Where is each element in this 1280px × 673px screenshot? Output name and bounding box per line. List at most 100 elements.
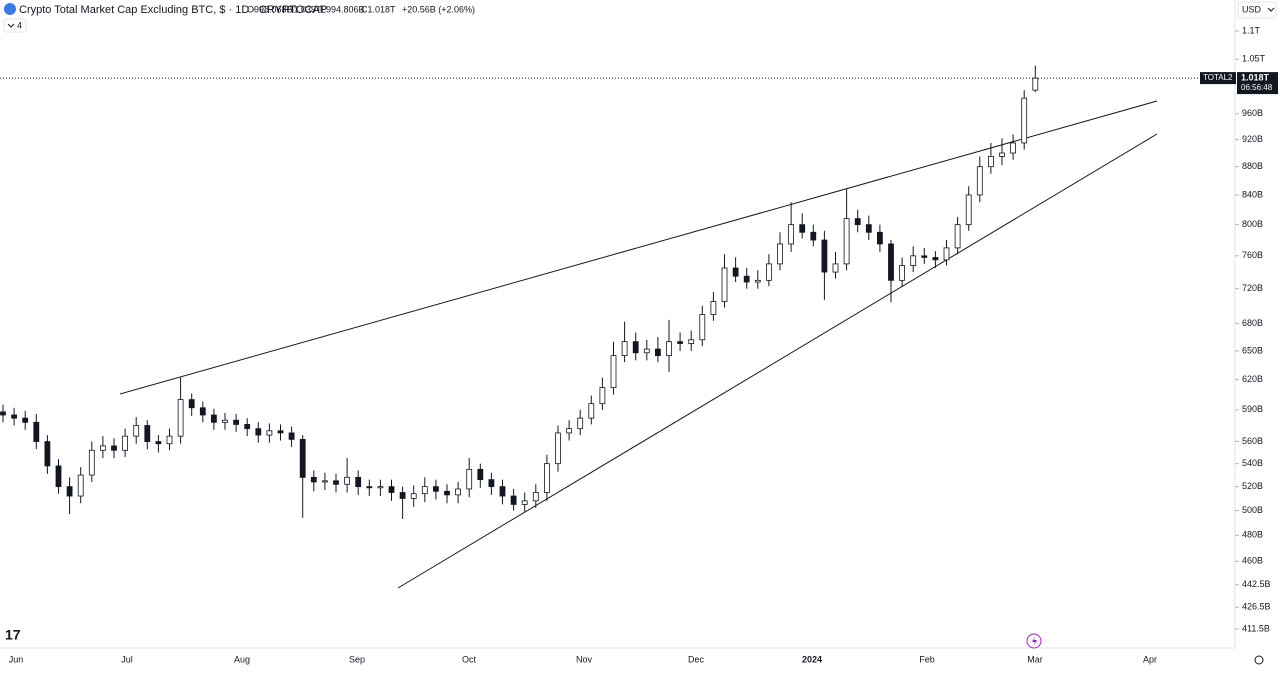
candle-body [588, 403, 595, 419]
price-label: 1.018T [1241, 72, 1270, 82]
candle-body [321, 480, 328, 483]
y-tick-label: 411.5B [1242, 623, 1270, 633]
candle-body [566, 428, 572, 434]
ohlc-value: +20.56B (+2.06%) [402, 4, 475, 14]
candle-body [155, 441, 162, 445]
candle-body [754, 279, 761, 283]
price-tag [1237, 72, 1278, 95]
lightning [1032, 636, 1037, 646]
y-tick-label: 540B [1242, 458, 1263, 468]
candle-body [366, 486, 373, 489]
currency: USD [1242, 4, 1262, 14]
candle-body [821, 239, 828, 273]
ohlc-value: C1.018T [361, 4, 396, 14]
candle-body [932, 257, 939, 261]
candle-body [133, 425, 140, 437]
candle-body [555, 432, 561, 465]
candle-body [688, 339, 695, 344]
y-tick-label: 650B [1242, 345, 1263, 355]
x-tick-label: Jul [121, 654, 133, 664]
currency-button[interactable] [1237, 1, 1277, 19]
y-tick-label: 1.05T [1242, 54, 1266, 64]
candle-body [655, 348, 661, 357]
candle-body [877, 231, 883, 245]
candle-body [477, 468, 484, 481]
candle-body [999, 152, 1005, 157]
candle-body [55, 465, 62, 488]
candle-body [111, 445, 117, 451]
candle-body [577, 417, 584, 430]
candle-body [510, 495, 517, 505]
candle-body [1010, 142, 1016, 154]
y-tick-label: 460B [1242, 556, 1263, 566]
candle-body [255, 428, 262, 436]
y-tick-label: 840B [1242, 189, 1263, 199]
x-tick-label: 2024 [802, 654, 822, 664]
candle-body [843, 218, 850, 265]
y-tick-label: 1.1T [1242, 25, 1261, 35]
candle-body [743, 275, 750, 283]
candle-body [233, 419, 240, 425]
candle-body [1032, 77, 1039, 91]
candle-body [965, 194, 972, 226]
candle-body [766, 263, 772, 281]
tradingview-logo[interactable]: 17 [5, 627, 21, 643]
candle-body [832, 263, 839, 273]
y-tick-label: 920B [1242, 134, 1263, 144]
y-tick-label: 800B [1242, 219, 1263, 229]
indicators-toggle[interactable] [3, 18, 27, 33]
x-tick-label: Oct [462, 654, 477, 664]
x-tick-label: Dec [688, 654, 705, 664]
symbol-icon [4, 3, 16, 15]
candle-body [976, 166, 983, 196]
candle-body [788, 224, 794, 245]
candle-body [177, 399, 184, 437]
candle-body [954, 224, 961, 249]
candle-body [899, 265, 905, 281]
candle-body [943, 247, 950, 261]
candle-body [488, 479, 495, 488]
x-tick-label: Mar [1027, 654, 1043, 664]
event-icon[interactable] [1026, 633, 1042, 649]
trend-line-upper[interactable] [119, 100, 1158, 395]
candle-body [355, 476, 362, 488]
symbol-tag [1200, 72, 1236, 85]
y-tick-label: 520B [1242, 481, 1263, 491]
x-tick-label: Jun [9, 654, 24, 664]
candle-body [421, 486, 428, 495]
candle-body [799, 224, 806, 233]
x-tick-label: Feb [919, 654, 935, 664]
candle-body [222, 419, 228, 423]
candle-body [854, 218, 861, 226]
settings-icon[interactable] [1254, 655, 1264, 665]
candle-body [122, 435, 128, 451]
candle-body [466, 468, 473, 490]
candle-body [810, 231, 817, 241]
y-tick-label: 620B [1242, 374, 1263, 384]
candle-body [444, 490, 450, 496]
candle-body [88, 449, 95, 476]
candle-body [66, 486, 73, 497]
candle-body [188, 399, 195, 409]
candle-body [377, 486, 384, 489]
candle-body [921, 255, 928, 258]
candle-body [266, 430, 273, 436]
candle-body [643, 348, 650, 354]
y-tick-label: 426.5B [1242, 602, 1271, 612]
candle-body [721, 267, 728, 302]
candle-body [988, 156, 994, 168]
candle-body [166, 435, 173, 445]
trend-line-lower[interactable] [397, 133, 1158, 589]
y-tick-label: 500B [1242, 505, 1263, 515]
candle-body [22, 417, 29, 423]
y-tick-label: 880B [1242, 161, 1263, 171]
ohlc-value: O998.068B [247, 4, 293, 14]
candle-body [910, 255, 917, 266]
candle-body [11, 414, 18, 419]
candle-body [710, 301, 717, 316]
candle-body [599, 387, 606, 405]
y-tick-label: 442.5B [1242, 579, 1271, 589]
candle-body [199, 407, 206, 416]
